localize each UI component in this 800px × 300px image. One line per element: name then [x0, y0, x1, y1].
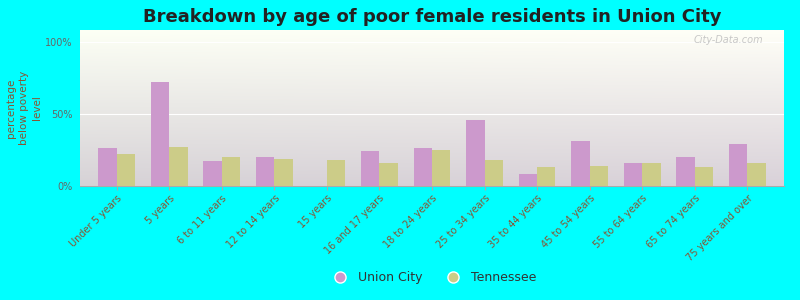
- Bar: [747, 163, 766, 186]
- Legend: Union City, Tennessee: Union City, Tennessee: [322, 266, 542, 289]
- Bar: [327, 160, 346, 186]
- Bar: [256, 157, 274, 186]
- Bar: [466, 120, 485, 186]
- Bar: [151, 82, 170, 186]
- Bar: [274, 159, 293, 186]
- Bar: [518, 174, 537, 186]
- Y-axis label: percentage
below poverty
level: percentage below poverty level: [6, 71, 42, 145]
- Bar: [642, 163, 661, 186]
- Bar: [624, 163, 642, 186]
- Bar: [379, 163, 398, 186]
- Bar: [170, 147, 188, 186]
- Bar: [729, 144, 747, 186]
- Bar: [414, 148, 432, 186]
- Text: City-Data.com: City-Data.com: [694, 35, 763, 45]
- Bar: [485, 160, 503, 186]
- Bar: [537, 167, 555, 186]
- Bar: [694, 167, 713, 186]
- Bar: [203, 161, 222, 186]
- Bar: [432, 150, 450, 186]
- Title: Breakdown by age of poor female residents in Union City: Breakdown by age of poor female resident…: [142, 8, 722, 26]
- Bar: [222, 157, 240, 186]
- Bar: [361, 151, 379, 186]
- Bar: [676, 157, 694, 186]
- Bar: [117, 154, 135, 186]
- Bar: [571, 141, 590, 186]
- Bar: [98, 148, 117, 186]
- Bar: [590, 166, 608, 186]
